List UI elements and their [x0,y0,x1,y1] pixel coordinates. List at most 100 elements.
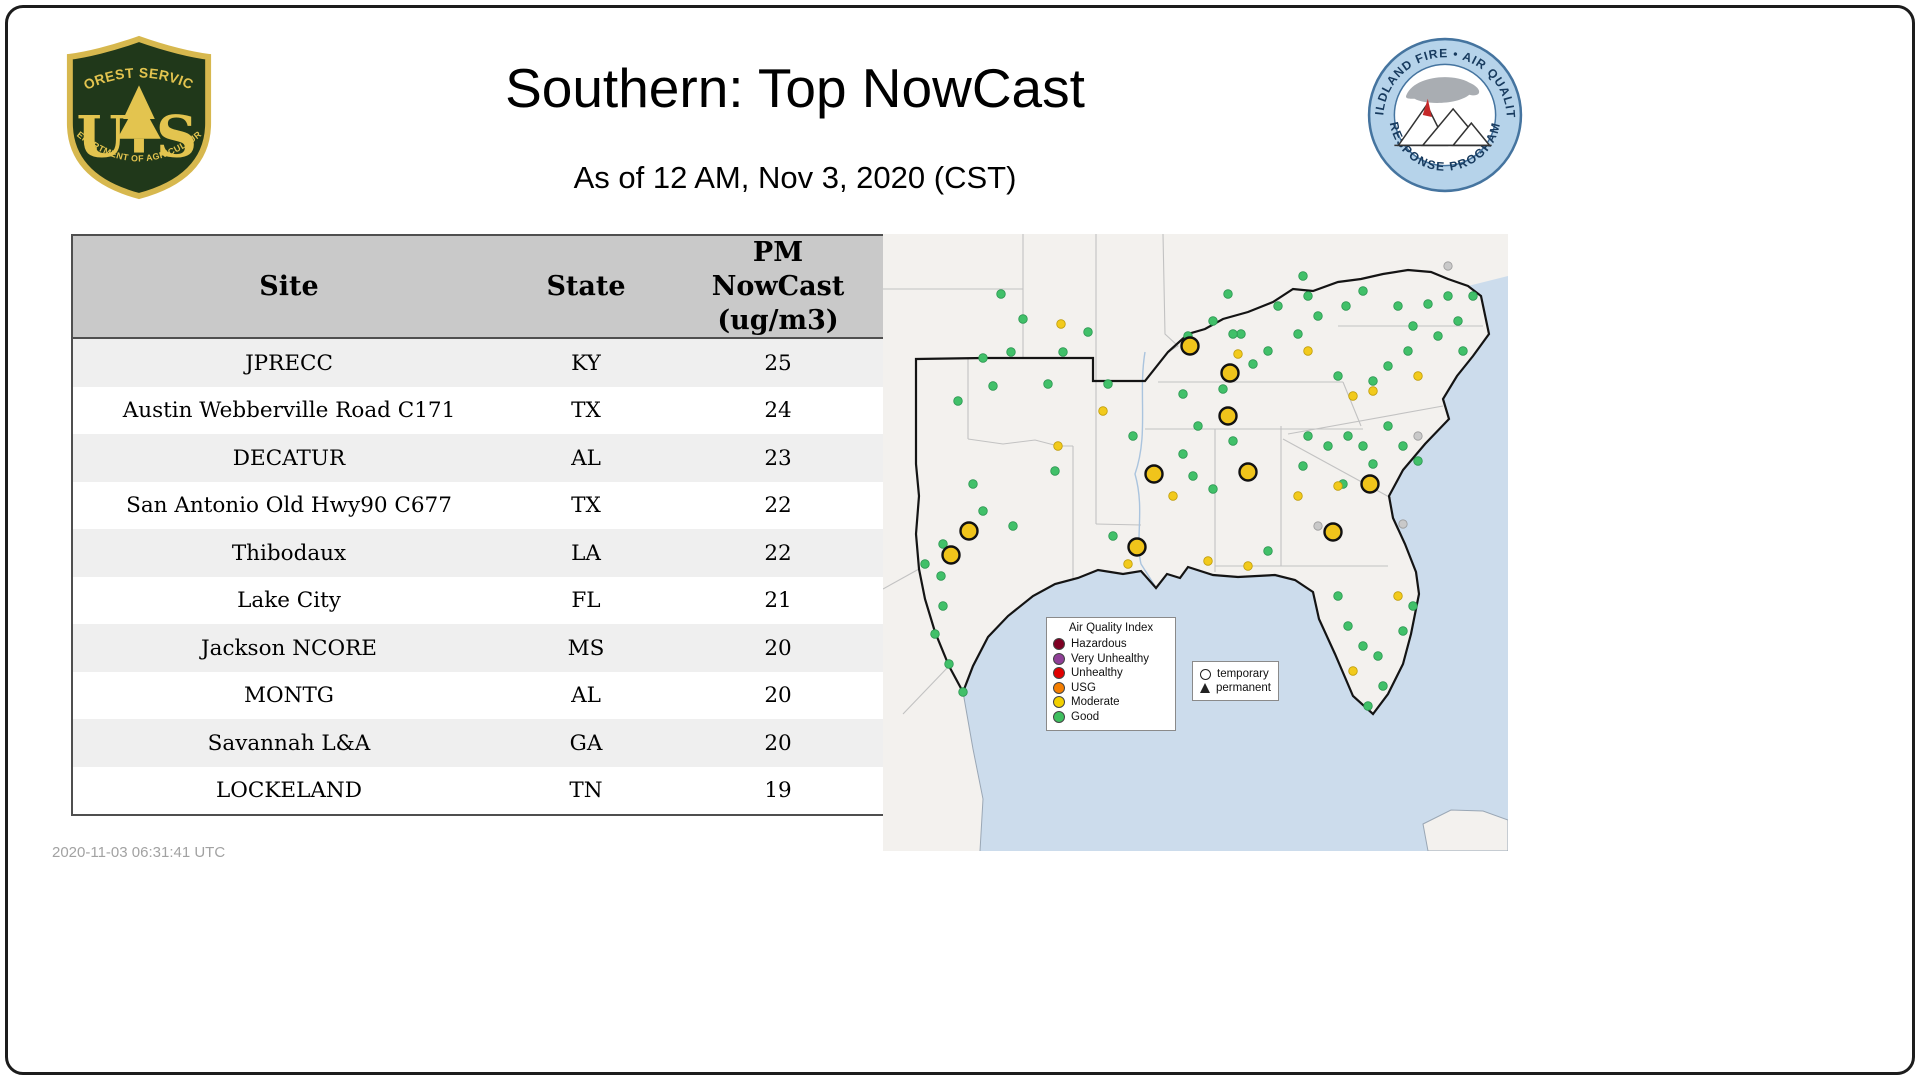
site-cell: Thibodaux [231,540,347,566]
monitor-dot-good [1393,301,1403,311]
monitor-dot-good [930,629,940,639]
monitor-dot-good [1458,346,1468,356]
monitor-dot-moderate [1203,556,1213,566]
top-site-marker [1360,474,1380,494]
aqi-swatch-icon [1053,681,1065,694]
pm-header-line: PM [752,237,804,268]
monitor-dot-moderate [1243,561,1253,571]
symbol-legend-item: temporary [1200,668,1271,680]
monitor-dot-moderate [1098,406,1108,416]
monitor-dot-good [1383,361,1393,371]
state-column-header: State [505,235,667,340]
state-cell: TN [569,778,603,803]
site-cell: MONTG [244,683,334,708]
monitor-dot-good [1128,431,1138,441]
site-cell: Savannah L&A [207,730,371,756]
monitor-dot-good [1006,347,1016,357]
monitor-dot-good [1263,346,1273,356]
pm-cell: 20 [764,683,792,708]
monitor-dot-good [1378,681,1388,691]
monitor-dot-good [1083,327,1093,337]
monitor-dot-good [1358,286,1368,296]
monitor-dot-good [1343,431,1353,441]
monitor-dot-good [1236,329,1246,339]
flame-icon [1422,98,1432,118]
monitor-dot-good [1103,379,1113,389]
monitor-dot-moderate [1293,491,1303,501]
top-site-marker [1127,537,1147,557]
monitor-dot-good [1333,591,1343,601]
monitor-dot-good [1058,347,1068,357]
aqi-swatch-icon [1053,696,1065,708]
monitor-dot-good [1468,291,1478,301]
map-dots-layer [920,261,1478,711]
nowcast-table: Site State PM NowCast (ug/m3) JPRECC KY 25 Au… [71,234,891,817]
monitor-dot-good [1298,461,1308,471]
monitor-dot-good [1050,466,1060,476]
aqi-legend-label: Hazardous [1071,638,1127,650]
site-cell: San Antonio Old Hwy90 C677 [126,493,452,518]
aqi-legend-label: Good [1071,710,1100,723]
nowcast-table-body: JPRECC KY 25 Austin Webberville Road C171 TX… [72,338,890,816]
pm-cell: 22 [764,540,792,566]
monitor-dot-moderate [1123,559,1133,569]
symbol-legend-label: permanent [1216,682,1271,694]
table-row: Thibodaux LA 22 [72,529,890,577]
monitor-dot-moderate [1233,349,1243,359]
timestamp: 2020-11-03 06:31:41 UTC [52,844,226,861]
state-cell: FL [571,588,601,613]
pm-header-line: (ug/m3) [717,304,839,336]
aqi-legend-item: Very Unhealthy [1053,652,1169,665]
monitor-dot-good [1343,621,1353,631]
monitor-dot-good [978,506,988,516]
monitor-dot-good [1368,459,1378,469]
state-cell: TX [571,398,601,423]
monitor-dot-moderate [1348,391,1358,401]
monitor-dot-good [938,601,948,611]
monitor-dot-good [1228,329,1238,339]
monitor-dot-good [1298,271,1308,281]
pm-header-line: NowCast [711,270,845,302]
mexico-coastline [962,691,984,851]
pm-cell: 21 [764,588,792,613]
site-cell: JPRECC [245,350,333,376]
top-site-marker [1238,462,1258,482]
pine-tree-icon [117,85,161,153]
table-row: Lake City FL 21 [72,576,890,625]
monitor-dot-good [1303,291,1313,301]
monitor-dot-good [938,539,948,549]
aqi-legend-items: Hazardous Very Unhealthy Unhealthy USG Moder… [1053,638,1169,723]
monitor-dot-good [1293,329,1303,339]
monitor-dot-good [1263,546,1273,556]
state-cell: AL [571,445,601,471]
monitor-dot-good [1223,289,1233,299]
monitor-dot-good [1188,471,1198,481]
aqi-legend-label: Moderate [1071,696,1120,708]
aqi-legend-title: Air Quality Index [1068,622,1154,634]
pm-cell: 23 [764,445,792,471]
monitor-dot-good [1358,641,1368,651]
monitor-dot-good [968,479,978,489]
monitor-dot-good [1403,346,1413,356]
monitor-dot-good [1433,331,1443,341]
aqi-legend-item: USG [1053,681,1169,694]
state-cell: LA [571,540,601,566]
table-row: Jackson NCORE MS 20 [72,624,890,672]
monitor-dot-inactive [1398,519,1408,529]
top-site-marker [941,545,961,565]
site-cell: LOCKELAND [216,778,362,803]
monitor-dot-moderate [1056,319,1066,329]
forest-service-logo: FOREST SERVICE U S DEPARTMENT OF AGRICUL… [60,34,212,200]
monitor-dot-good [1313,311,1323,321]
top-site-marker [1218,406,1238,426]
pm-cell: 25 [764,350,792,376]
monitor-dot-good [1368,376,1378,386]
monitor-dot-good [958,687,968,697]
monitor-dot-good [1208,484,1218,494]
monitor-dot-good [1218,384,1228,394]
aqi-swatch-icon [1053,710,1065,723]
aqi-legend-label: Very Unhealthy [1071,652,1149,665]
page-subtitle: As of 12 AM, Nov 3, 2020 (CST) [573,160,1017,195]
aqi-legend-item: Good [1053,710,1169,723]
monitor-dot-good [1178,389,1188,399]
